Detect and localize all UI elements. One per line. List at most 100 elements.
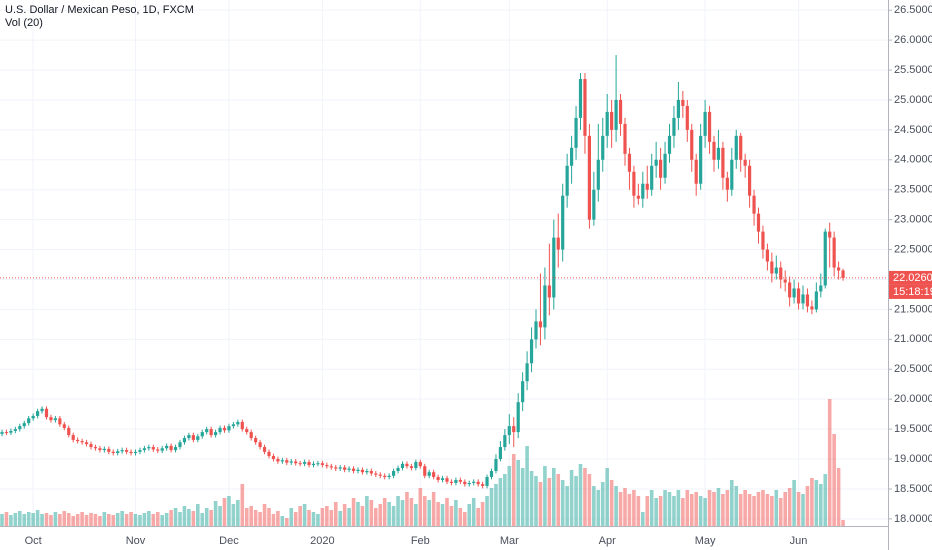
candle-body — [9, 430, 13, 433]
candle-body — [792, 288, 796, 298]
y-tick-label: 21.00000 — [894, 333, 932, 345]
volume-bar — [400, 500, 405, 526]
candle-body — [31, 415, 35, 419]
volume-bar — [516, 460, 520, 526]
volume-bar — [681, 498, 685, 526]
candle-body — [182, 438, 187, 443]
volume-bar — [89, 513, 93, 526]
volume-bar — [747, 494, 752, 526]
candle-body — [578, 78, 583, 118]
volume-bar — [31, 513, 35, 526]
volume-bar — [494, 484, 498, 526]
candle-body — [102, 448, 106, 451]
candle-body — [761, 231, 765, 250]
volume-bar — [525, 446, 529, 526]
volume-bar — [409, 498, 414, 526]
candle-body — [187, 435, 191, 439]
candle-body — [565, 165, 569, 196]
candle-body — [837, 267, 841, 271]
candle-body — [734, 135, 738, 160]
candle-body — [338, 467, 342, 469]
candle-body — [703, 111, 707, 136]
candle-body — [694, 159, 698, 184]
volume-bar — [605, 468, 609, 526]
volume-bar — [574, 476, 578, 526]
volume-bar — [627, 494, 632, 526]
volume-bar — [689, 494, 694, 526]
candle-body — [84, 442, 89, 445]
volume-bar — [365, 496, 369, 526]
volume-bar — [111, 515, 116, 526]
volume-bar — [796, 492, 801, 526]
candle-body — [4, 432, 9, 434]
y-tick-label: 23.50000 — [894, 184, 932, 196]
volume-bar — [289, 508, 294, 526]
volume-bar — [333, 502, 338, 526]
candle-body — [712, 141, 716, 160]
candle-body — [36, 411, 40, 416]
candle-body — [841, 270, 845, 278]
volume-bar — [244, 508, 249, 526]
volume-bar — [449, 506, 454, 526]
candle-body — [169, 445, 173, 451]
candle-body — [472, 481, 476, 483]
volume-bar — [253, 510, 258, 526]
candle-body — [18, 426, 22, 430]
candle-body — [814, 291, 818, 310]
volume-bar — [752, 496, 756, 526]
candle-body — [805, 294, 810, 307]
candle-body — [685, 105, 689, 130]
volume-bar — [258, 512, 262, 526]
candle-body — [285, 460, 289, 463]
volume-bar — [765, 494, 770, 526]
candle-body — [667, 135, 672, 154]
volume-bar — [4, 512, 9, 526]
candle-body — [13, 429, 17, 431]
candle-body — [592, 189, 596, 220]
y-tick-label: 24.00000 — [894, 154, 932, 166]
volume-bar — [663, 490, 667, 526]
candle-body — [512, 426, 516, 433]
candle-body — [218, 427, 222, 433]
candle-body — [654, 159, 658, 166]
x-tick-label: 2020 — [310, 535, 334, 547]
volume-bar — [596, 490, 601, 526]
volume-bar — [801, 494, 805, 526]
candle-body — [779, 267, 783, 280]
candle-body — [236, 421, 240, 425]
volume-bar — [204, 508, 209, 526]
candle-body — [641, 183, 645, 199]
candle-body — [231, 424, 235, 427]
volume-bar — [329, 510, 334, 526]
candle-body — [783, 279, 787, 283]
candle-body — [294, 461, 298, 464]
volume-bar — [124, 514, 129, 526]
volume-bar — [9, 515, 13, 526]
candle-body — [489, 471, 494, 477]
candle-body — [605, 111, 609, 136]
volume-bar — [22, 514, 27, 526]
candle-body — [316, 463, 320, 465]
volume-bar — [827, 399, 832, 526]
last-price-label: 22.02600 — [893, 272, 932, 284]
volume-bar — [778, 498, 783, 526]
candle-body — [663, 153, 667, 178]
candle-body — [699, 135, 703, 184]
candle-body — [93, 447, 98, 449]
volume-bar — [485, 496, 489, 526]
x-tick-label: Feb — [411, 535, 430, 547]
volume-bar — [285, 518, 289, 526]
candle-body — [116, 451, 120, 454]
volume-bar — [556, 474, 561, 526]
candle-body — [810, 306, 814, 310]
volume-bar — [391, 506, 396, 526]
y-tick-label: 18.00000 — [894, 513, 932, 525]
candle-body — [463, 481, 467, 485]
volume-bar — [62, 511, 67, 526]
y-tick-label: 20.00000 — [894, 393, 932, 405]
candle-body — [601, 135, 605, 160]
candle-body — [828, 231, 832, 238]
candle-body — [561, 195, 565, 250]
volume-bar — [511, 454, 516, 526]
